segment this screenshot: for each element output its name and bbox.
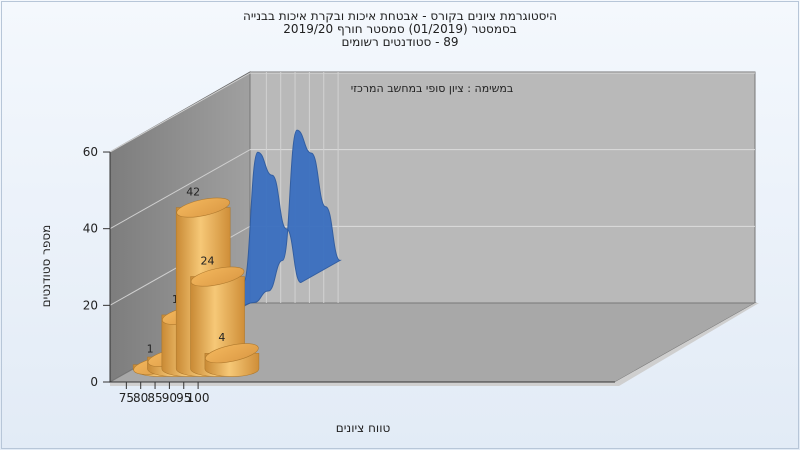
y-tick-label: 0 <box>90 375 98 389</box>
bar-cap <box>190 266 245 287</box>
x-axis-label: טווח ציונים <box>336 421 391 435</box>
bar <box>204 343 260 377</box>
x-tick-label: 75 <box>119 391 134 405</box>
chart-title-line-3: 89 - סטודנטים רשומים <box>341 35 459 49</box>
gridline-side <box>109 149 251 230</box>
y-tick-label: 40 <box>83 222 98 236</box>
gridline-side <box>109 72 251 153</box>
chart-title-line-2: בסמסטר (01/2019) סמסטר חורף 2019/20 <box>283 22 517 36</box>
chart-title-line-1: היסטוגרמת ציונים בקורס - אבטחת איכות ובק… <box>243 9 557 23</box>
floor-right-edge <box>615 303 759 386</box>
y-tick-label: 20 <box>83 298 98 312</box>
y-axis-label: מספר סטודנטים <box>39 225 53 308</box>
chart-annotation: במשימה : ציון סופי במחשב המרכזי <box>351 82 514 95</box>
floor-front-edge <box>110 382 615 386</box>
bar-cap <box>176 197 230 218</box>
x-tick-label: 80 <box>133 391 148 405</box>
bar-value-label: 24 <box>201 255 215 268</box>
x-tick-label: 85 <box>147 391 162 405</box>
x-tick-label: 100 <box>187 391 210 405</box>
y-tick-label: 60 <box>83 145 98 159</box>
bar-cap <box>205 343 259 364</box>
chart-title: היסטוגרמת ציונים בקורס - אבטחת איכות ובק… <box>0 10 800 49</box>
bar-value-label: 4 <box>218 331 225 344</box>
bar-value-label: 1 <box>147 343 154 356</box>
x-tick-label: 90 <box>162 391 177 405</box>
x-tick-label: 95 <box>176 391 191 405</box>
bar-value-label: 42 <box>186 186 200 199</box>
